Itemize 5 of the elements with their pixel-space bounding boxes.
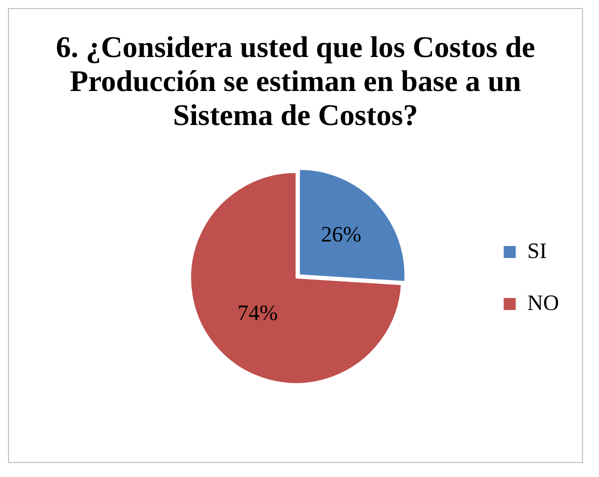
data-label: 26% (320, 222, 362, 247)
legend-label: NO (527, 290, 560, 315)
data-label: 74% (237, 300, 278, 325)
chart-title: 6. ¿Considera usted que los Costos de Producción se estiman en base a un Sistema de Costos? (54, 30, 536, 133)
legend-label: SI (527, 238, 547, 263)
